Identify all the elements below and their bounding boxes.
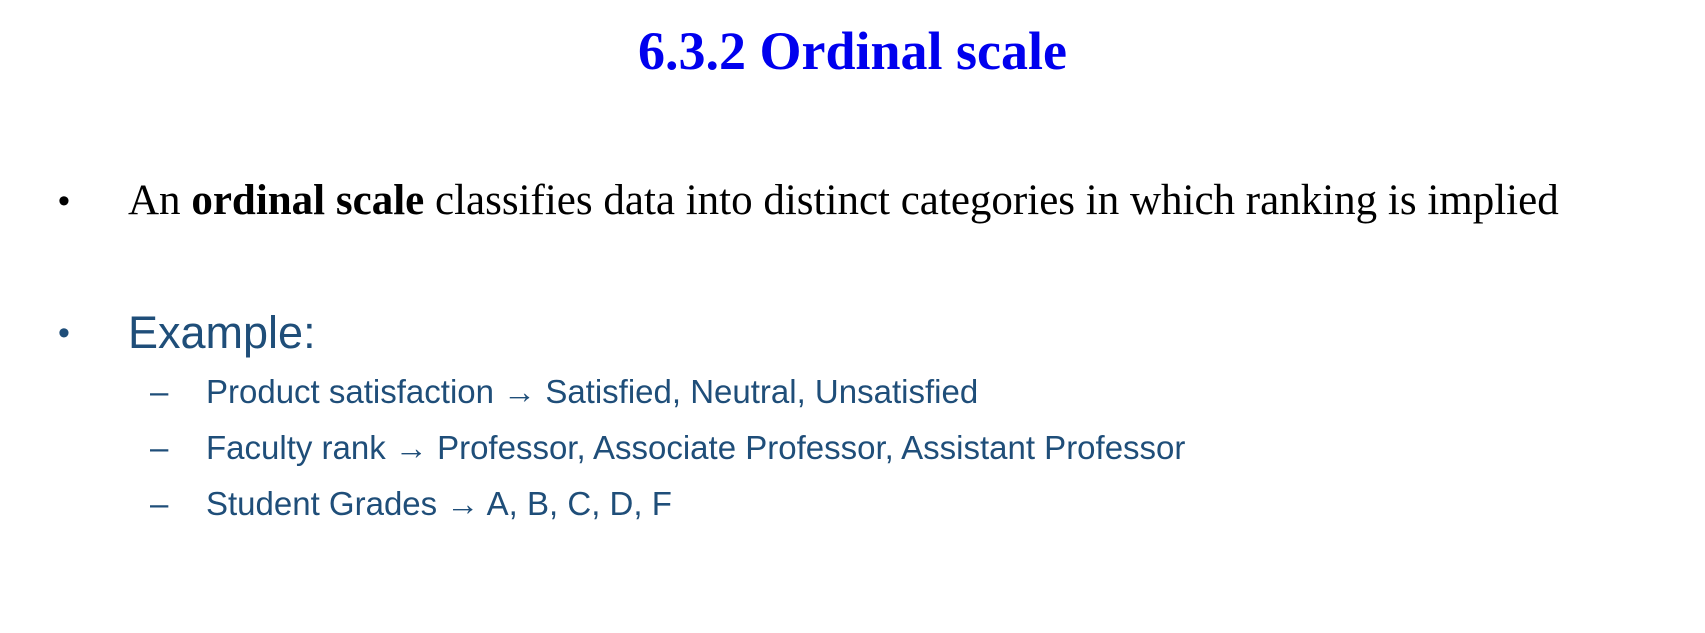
example-item-text: Faculty rank → Professor, Associate Prof… bbox=[206, 429, 1186, 466]
definition-prefix: An bbox=[128, 177, 192, 224]
dash-icon: – bbox=[150, 429, 169, 466]
dash-icon: – bbox=[150, 485, 169, 522]
slide-title: 6.3.2 Ordinal scale bbox=[638, 21, 1067, 81]
definition-suffix: classifies data into distinct categories… bbox=[424, 177, 1559, 224]
definition-text: An ordinal scale classifies data into di… bbox=[128, 172, 1668, 230]
example-heading: Example: bbox=[128, 307, 316, 358]
dash-icon: – bbox=[150, 373, 169, 410]
definition-term: ordinal scale bbox=[191, 177, 425, 224]
example-item-text: Product satisfaction → Satisfied, Neutra… bbox=[206, 373, 979, 410]
bullet-dot-icon: • bbox=[58, 182, 70, 220]
example-item-text: Student Grades → A, B, C, D, F bbox=[206, 485, 672, 522]
bullet-dot-icon: • bbox=[58, 314, 70, 352]
